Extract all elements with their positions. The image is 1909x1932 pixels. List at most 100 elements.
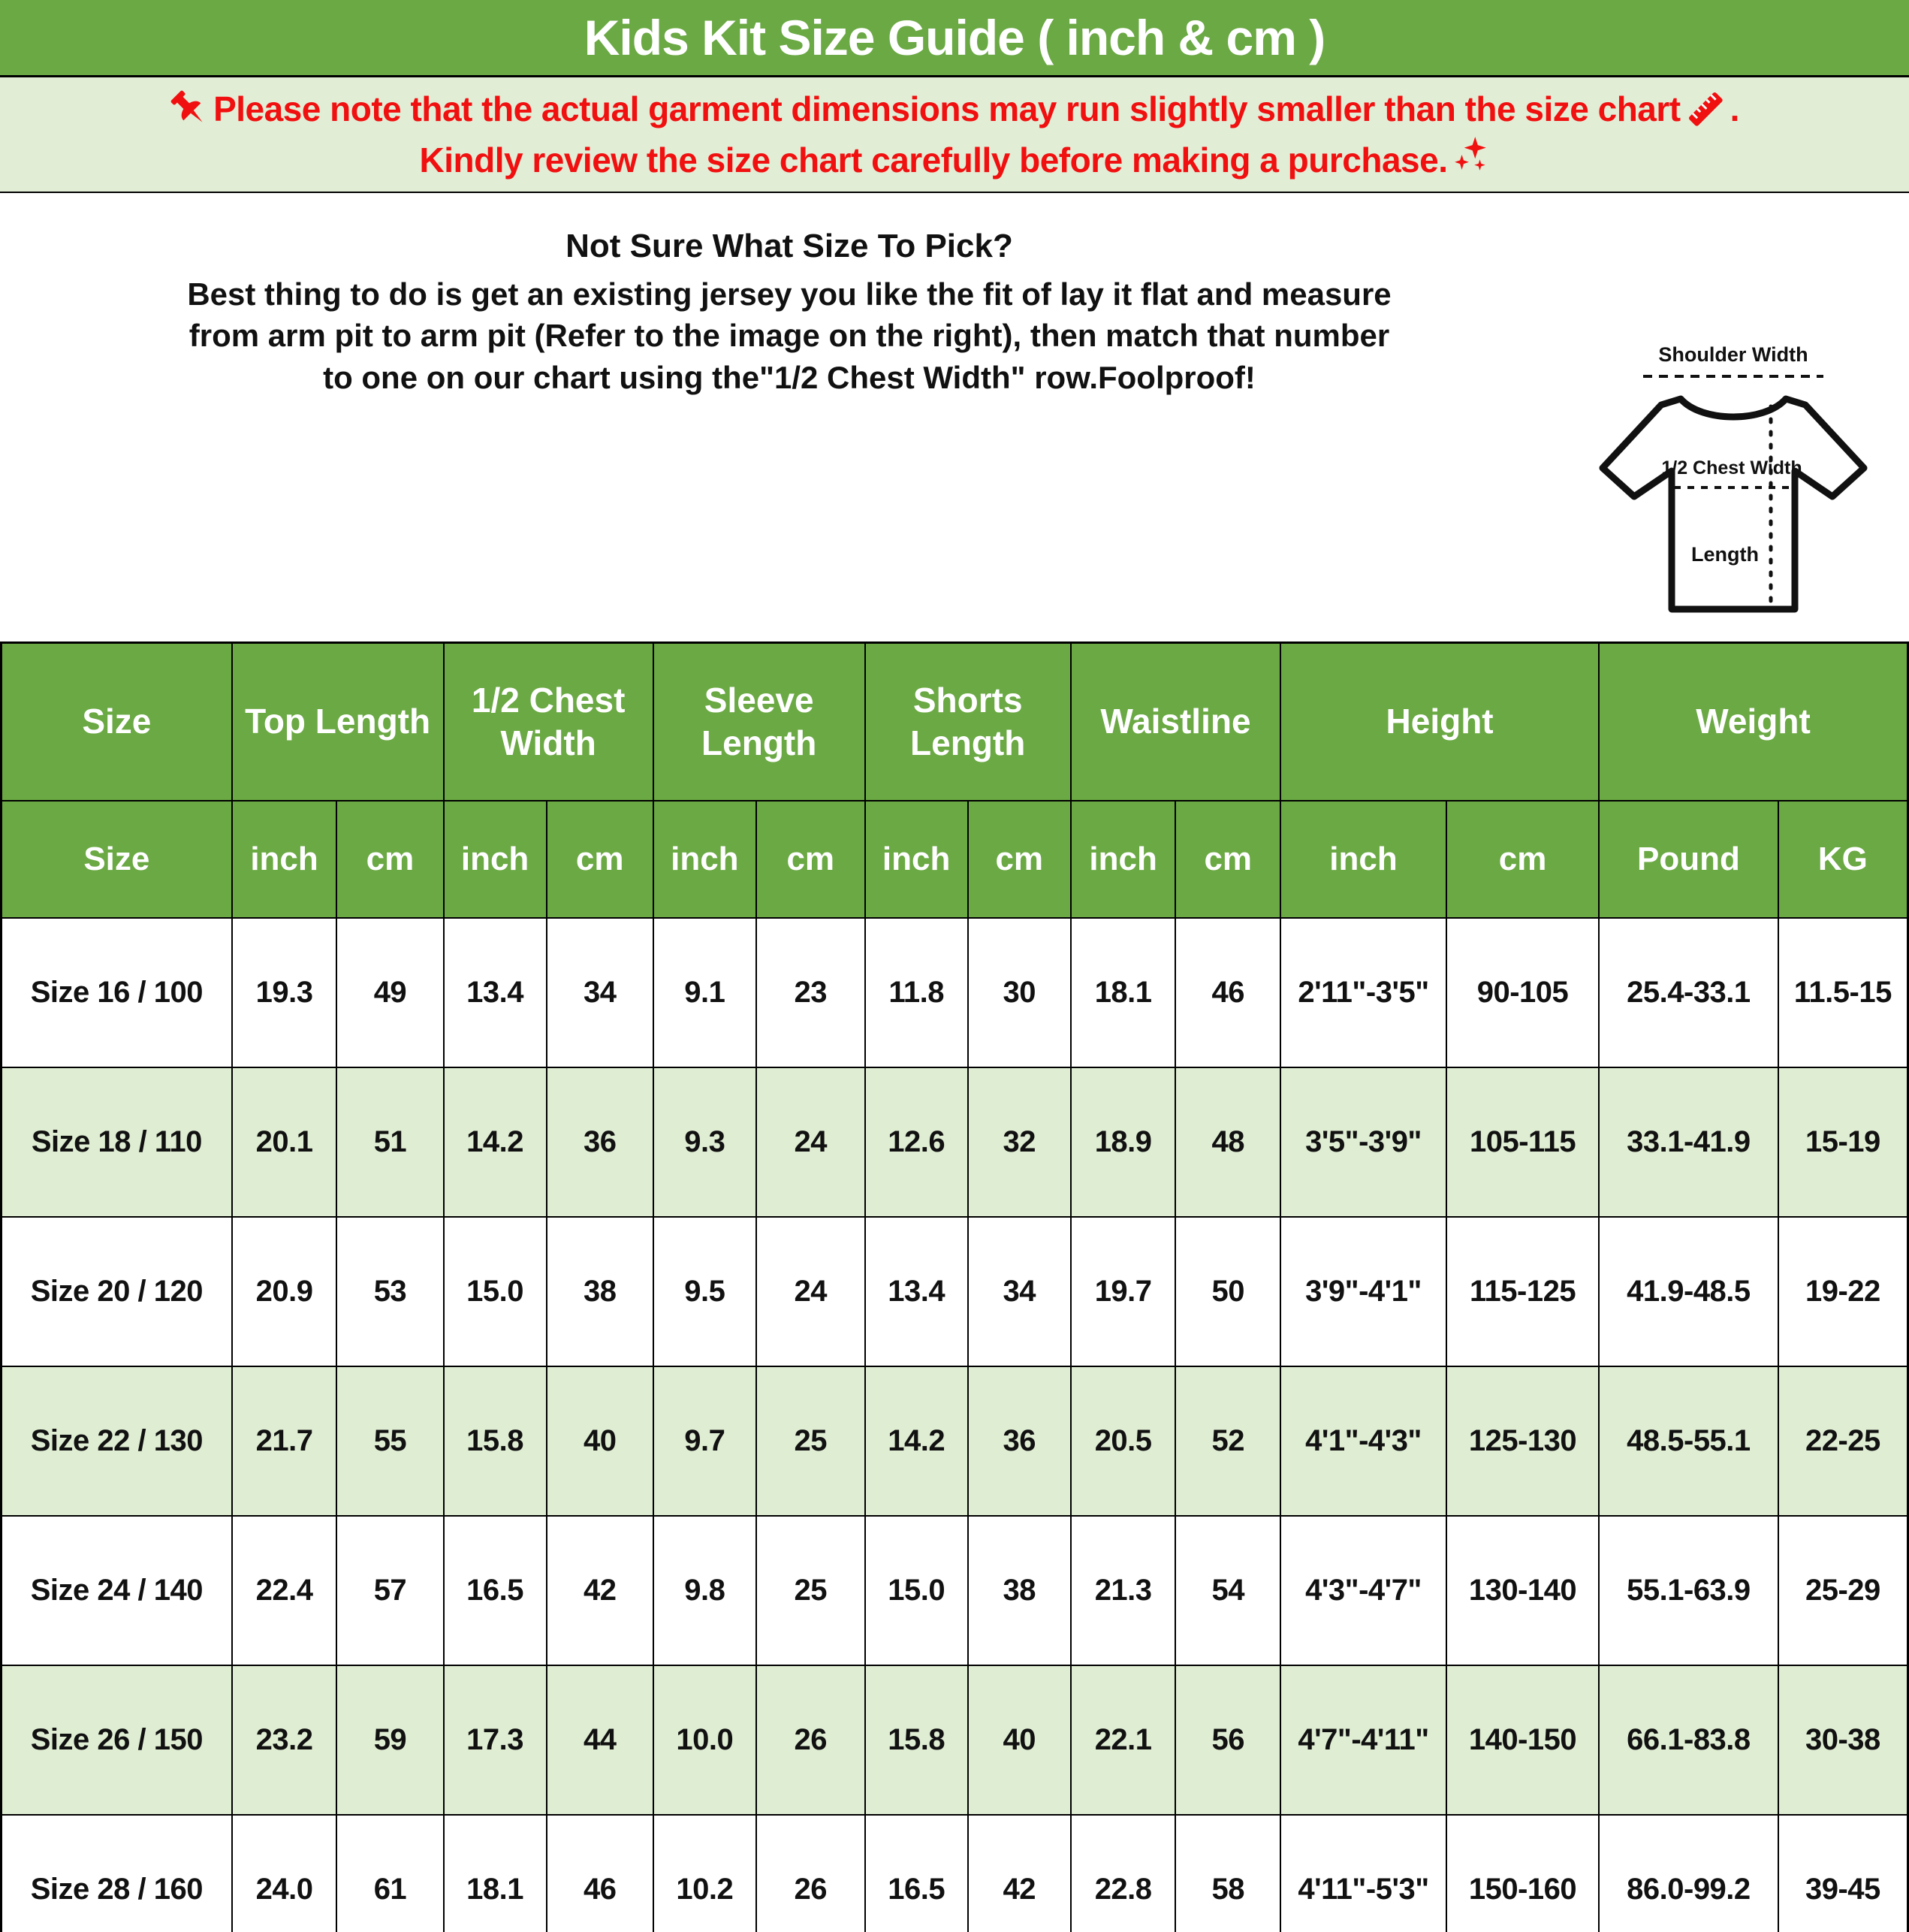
table-cell: 10.2 <box>652 1814 757 1932</box>
subheader-cm: cm <box>755 800 866 919</box>
table-cell: 33.1-41.9 <box>1598 1067 1779 1218</box>
table-cell: 42 <box>545 1515 654 1666</box>
fit-guide-heading: Not Sure What Size To Pick? <box>565 228 1013 264</box>
fit-guide-text: Not Sure What Size To Pick? Best thing t… <box>11 193 1568 641</box>
table-cell: 25.4-33.1 <box>1598 917 1779 1068</box>
table-cell: 22.1 <box>1069 1665 1177 1816</box>
tshirt-diagram: Shoulder Width 1/2 Chest Width Length <box>1568 334 1898 641</box>
table-cell: Size 24 / 140 <box>0 1515 233 1666</box>
table-cell: 15.0 <box>442 1216 547 1367</box>
subheader-cm: cm <box>967 800 1072 919</box>
table-cell: Size 26 / 150 <box>0 1665 233 1816</box>
table-cell: 34 <box>545 917 654 1068</box>
table-cell: 4'7"-4'11" <box>1280 1665 1447 1816</box>
table-cell: 3'5"-3'9" <box>1280 1067 1447 1218</box>
fit-guide-line-2: Best thing to do is get an existing jers… <box>187 276 1392 312</box>
notice-line-2-text: Kindly review the size chart carefully b… <box>419 140 1448 180</box>
notice-line-1-text: Please note that the actual garment dime… <box>213 89 1681 128</box>
table-cell: 10.0 <box>652 1665 757 1816</box>
table-cell: 36 <box>967 1366 1072 1517</box>
subheader-inch: inch <box>1280 800 1447 919</box>
table-group-header-row: Size Top Length 1/2 Chest Width Sleeve L… <box>0 641 1909 801</box>
table-cell: 11.8 <box>864 917 969 1068</box>
table-cell: 4'1"-4'3" <box>1280 1366 1447 1517</box>
table-cell: 105-115 <box>1445 1067 1600 1218</box>
fit-guide-line-4: to one on our chart using the"1/2 Chest … <box>323 360 1256 396</box>
table-cell: 18.1 <box>442 1814 547 1932</box>
table-cell: 130-140 <box>1445 1515 1600 1666</box>
table-cell: 38 <box>545 1216 654 1367</box>
table-cell: 30-38 <box>1777 1665 1909 1816</box>
table-cell: 24.0 <box>231 1814 338 1932</box>
page-title: Kids Kit Size Guide ( inch & cm ) <box>584 10 1325 65</box>
table-row-size-18: Size 18 / 110 20.1 51 14.2 36 9.3 24 12.… <box>0 1067 1909 1218</box>
subheader-inch: inch <box>652 800 757 919</box>
table-cell: 48.5-55.1 <box>1598 1366 1779 1517</box>
subheader-cm: cm <box>1175 800 1282 919</box>
table-cell: 18.9 <box>1069 1067 1177 1218</box>
fit-guide-line-3: from arm pit to arm pit (Refer to the im… <box>188 318 1390 354</box>
table-cell: 57 <box>336 1515 445 1666</box>
subheader-inch: inch <box>231 800 338 919</box>
table-cell: 21.7 <box>231 1366 338 1517</box>
table-cell: 17.3 <box>442 1665 547 1816</box>
table-cell: 36 <box>545 1067 654 1218</box>
tshirt-outline <box>1599 395 1868 613</box>
table-cell: 49 <box>336 917 445 1068</box>
size-chart-table: Size Top Length 1/2 Chest Width Sleeve L… <box>0 641 1909 1932</box>
table-cell: 19-22 <box>1777 1216 1909 1367</box>
sparkles-icon <box>1455 137 1487 171</box>
notice-line-1: Please note that the actual garment dime… <box>170 89 1739 129</box>
table-cell: 40 <box>545 1366 654 1517</box>
table-cell: 86.0-99.2 <box>1598 1814 1779 1932</box>
table-cell: 42 <box>967 1814 1072 1932</box>
table-cell: Size 20 / 120 <box>0 1216 233 1367</box>
table-cell: 4'11"-5'3" <box>1280 1814 1447 1932</box>
table-cell: 48 <box>1175 1067 1282 1218</box>
table-cell: 46 <box>545 1814 654 1932</box>
table-cell: 16.5 <box>864 1814 969 1932</box>
table-row-size-26: Size 26 / 150 23.2 59 17.3 44 10.0 26 15… <box>0 1665 1909 1816</box>
table-cell: 20.5 <box>1069 1366 1177 1517</box>
table-cell: 25-29 <box>1777 1515 1909 1666</box>
table-cell: 41.9-48.5 <box>1598 1216 1779 1367</box>
table-cell: 21.3 <box>1069 1515 1177 1666</box>
table-cell: 9.7 <box>652 1366 757 1517</box>
table-cell: 3'9"-4'1" <box>1280 1216 1447 1367</box>
table-cell: 32 <box>967 1067 1072 1218</box>
table-cell: 55.1-63.9 <box>1598 1515 1779 1666</box>
table-cell: 19.7 <box>1069 1216 1177 1367</box>
table-cell: 25 <box>755 1515 866 1666</box>
table-row-size-28: Size 28 / 160 24.0 61 18.1 46 10.2 26 16… <box>0 1814 1909 1932</box>
table-cell: 24 <box>755 1067 866 1218</box>
table-cell: 58 <box>1175 1814 1282 1932</box>
group-header-shorts-length: Shorts Length <box>864 641 1072 801</box>
title-bar: Kids Kit Size Guide ( inch & cm ) <box>0 0 1909 77</box>
notice-line-2: Kindly review the size chart carefully b… <box>419 137 1490 180</box>
group-header-waistline: Waistline <box>1069 641 1282 801</box>
group-header-weight: Weight <box>1598 641 1909 801</box>
table-cell: 13.4 <box>442 917 547 1068</box>
table-row-size-24: Size 24 / 140 22.4 57 16.5 42 9.8 25 15.… <box>0 1515 1909 1666</box>
table-cell: 9.1 <box>652 917 757 1068</box>
table-cell: 61 <box>336 1814 445 1932</box>
table-cell: Size 18 / 110 <box>0 1067 233 1218</box>
fit-guide-section: Not Sure What Size To Pick? Best thing t… <box>0 193 1909 641</box>
table-cell: 39-45 <box>1777 1814 1909 1932</box>
table-cell: 46 <box>1175 917 1282 1068</box>
table-row-size-16: Size 16 / 100 19.3 49 13.4 34 9.1 23 11.… <box>0 917 1909 1068</box>
table-cell: 30 <box>967 917 1072 1068</box>
table-subheader-row: Size inch cm inch cm inch cm inch cm inc… <box>0 800 1909 919</box>
notice-band: Please note that the actual garment dime… <box>0 77 1909 193</box>
subheader-cm: cm <box>336 800 445 919</box>
group-header-sleeve-length: Sleeve Length <box>652 641 866 801</box>
table-cell: 14.2 <box>864 1366 969 1517</box>
table-cell: 50 <box>1175 1216 1282 1367</box>
table-cell: 9.5 <box>652 1216 757 1367</box>
subheader-inch: inch <box>442 800 547 919</box>
chest-width-label: 1/2 Chest Width <box>1661 457 1802 478</box>
group-header-height: Height <box>1280 641 1600 801</box>
subheader-cm: cm <box>545 800 654 919</box>
table-cell: 53 <box>336 1216 445 1367</box>
